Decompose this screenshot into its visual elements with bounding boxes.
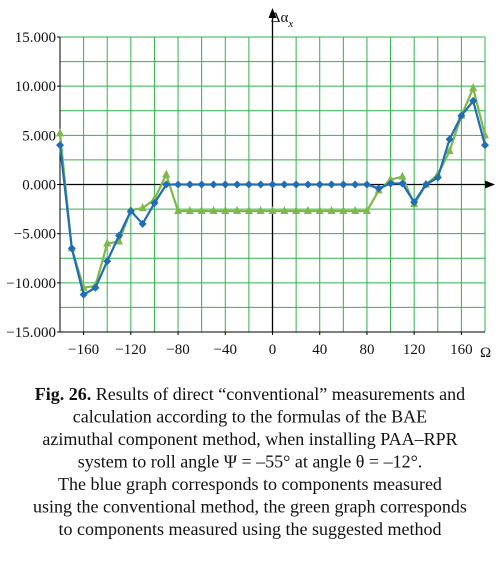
data-point — [56, 128, 64, 137]
data-point — [421, 180, 430, 189]
data-point — [67, 244, 76, 253]
data-point — [386, 174, 395, 183]
data-point — [398, 171, 407, 180]
caption-label: Fig. 26. — [35, 384, 92, 404]
x-tick-label: −120 — [115, 342, 146, 358]
y-tick-label: 5.000 — [22, 128, 56, 144]
y-tick-label: 15.000 — [15, 30, 56, 46]
data-point — [469, 96, 478, 105]
data-point — [79, 290, 88, 299]
caption-line: The blue graph corresponds to components… — [58, 474, 442, 494]
data-point — [233, 206, 242, 215]
data-point — [185, 180, 194, 189]
data-point — [185, 206, 194, 215]
data-point — [197, 206, 206, 215]
y-tick-label: −10.000 — [6, 276, 56, 292]
data-point — [339, 206, 348, 215]
data-point — [138, 219, 147, 228]
data-point — [362, 180, 371, 189]
data-point — [162, 180, 171, 189]
data-point — [256, 206, 265, 215]
x-tick-label: −40 — [214, 342, 237, 358]
y-axis-label: Δαx — [271, 10, 294, 30]
data-point — [103, 238, 112, 247]
caption-line: Fig. 26. Results of direct “conventional… — [35, 384, 465, 404]
data-point — [56, 141, 64, 150]
data-point — [386, 179, 395, 188]
y-label-main: Δα — [271, 10, 289, 26]
data-point — [339, 180, 348, 189]
y-tick-label: −5.000 — [14, 227, 56, 243]
data-point — [481, 141, 489, 150]
data-point — [433, 173, 442, 182]
caption-text: Results of direct “conventional” measure… — [91, 384, 465, 404]
data-point — [327, 206, 336, 215]
y-axis-arrow — [268, 8, 277, 18]
data-point — [303, 180, 312, 189]
x-tick-label: −160 — [68, 342, 99, 358]
data-point — [209, 206, 218, 215]
data-point — [174, 180, 183, 189]
data-point — [292, 206, 301, 215]
data-point — [280, 180, 289, 189]
caption-line: system to roll angle Ψ = –55° at angle θ… — [78, 452, 423, 472]
data-point — [268, 206, 277, 215]
data-point — [351, 180, 360, 189]
x-axis-label: Ω — [480, 345, 491, 361]
y-tick-label: 0.000 — [22, 178, 56, 194]
data-point — [244, 180, 253, 189]
y-label-sub: x — [287, 18, 293, 30]
data-point — [292, 180, 301, 189]
caption-line: to components measured using the suggest… — [59, 519, 442, 539]
data-point — [209, 180, 218, 189]
x-tick-label: 80 — [359, 342, 374, 358]
x-axis-arrow — [485, 180, 495, 189]
data-point — [327, 180, 336, 189]
data-point — [233, 180, 242, 189]
data-point — [280, 206, 289, 215]
data-point — [174, 206, 183, 215]
data-point — [197, 180, 206, 189]
caption-line: using the conventional method, the green… — [33, 497, 467, 517]
data-point — [457, 111, 466, 120]
data-point — [126, 207, 135, 216]
data-point — [410, 198, 419, 207]
y-tick-label: 10.000 — [15, 79, 56, 95]
data-point — [256, 180, 265, 189]
x-tick-label: 0 — [269, 342, 277, 358]
data-point — [91, 283, 100, 292]
x-tick-label: 120 — [403, 342, 426, 358]
data-point — [398, 179, 407, 188]
caption-line: calculation according to the formulas of… — [73, 407, 427, 427]
data-point — [351, 206, 360, 215]
data-point — [268, 180, 277, 189]
data-point — [221, 206, 230, 215]
data-point — [315, 180, 324, 189]
data-point — [469, 83, 478, 92]
data-point — [445, 135, 454, 144]
data-point — [138, 203, 147, 212]
x-tick-label: 160 — [450, 342, 473, 358]
y-tick-label: −15.000 — [6, 325, 56, 341]
data-point — [115, 231, 124, 240]
data-point — [244, 206, 253, 215]
data-point — [374, 184, 383, 193]
x-tick-label: −80 — [166, 342, 189, 358]
data-point — [103, 257, 112, 266]
data-point — [162, 169, 171, 178]
data-point — [150, 199, 159, 208]
data-point — [303, 206, 312, 215]
data-point — [221, 180, 230, 189]
data-point — [362, 206, 371, 215]
caption-line: azimuthal component method, when install… — [42, 429, 457, 449]
x-tick-label: 40 — [312, 342, 327, 358]
data-point — [445, 146, 454, 155]
data-point — [315, 206, 324, 215]
